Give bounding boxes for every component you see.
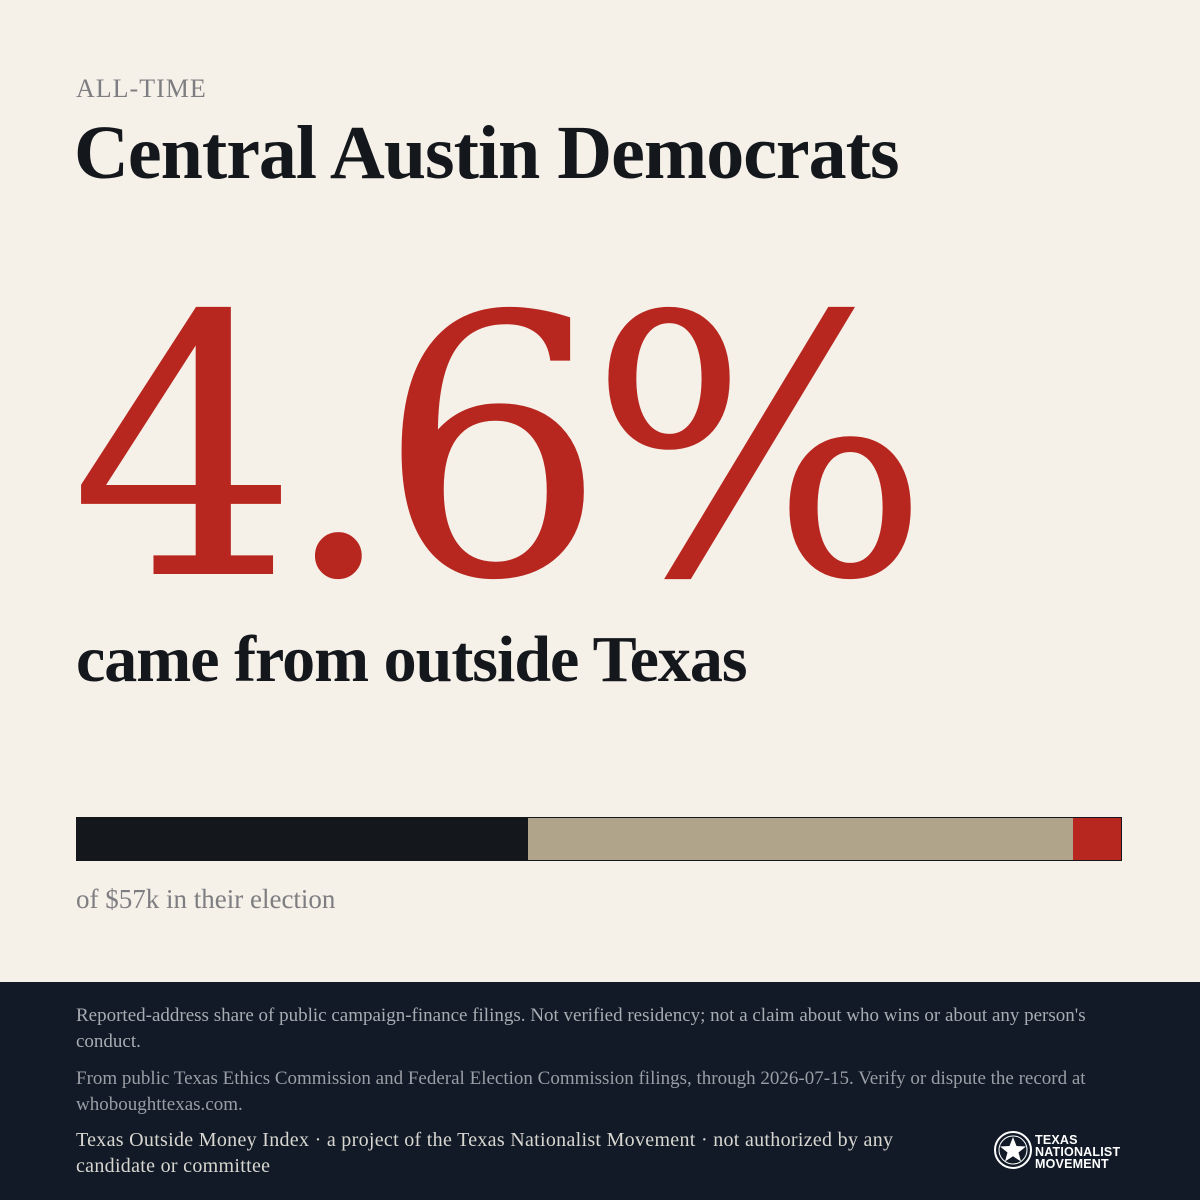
logo-line-2: NATIONALIST <box>1035 1145 1121 1159</box>
bar-outside-texas <box>1072 818 1121 860</box>
share-bar <box>76 817 1122 861</box>
kicker: ALL-TIME <box>76 74 207 103</box>
bar-caption: of $57k in their election <box>76 884 336 914</box>
big-percentage: 4.6% <box>70 240 931 659</box>
page-title: Central Austin Democrats <box>74 111 900 195</box>
tnm-logo: TEXAS NATIONALIST MOVEMENT <box>993 1131 1120 1173</box>
footer-source: From public Texas Ethics Commission and … <box>76 1068 1086 1115</box>
logo-line-3: MOVEMENT <box>1035 1157 1109 1171</box>
bar-segment-2 <box>528 818 1073 860</box>
stat-subtitle: came from outside Texas <box>76 623 748 696</box>
star-seal-icon <box>993 1130 1033 1174</box>
bar-segment-1 <box>77 818 528 860</box>
logo-line-1: TEXAS <box>1035 1133 1078 1147</box>
footer-project: Texas Outside Money Index · a project of… <box>76 1129 894 1177</box>
logo-wordmark: TEXAS NATIONALIST MOVEMENT <box>1035 1133 1121 1171</box>
footer-disclaimer: Reported-address share of public campaig… <box>76 1005 1086 1052</box>
